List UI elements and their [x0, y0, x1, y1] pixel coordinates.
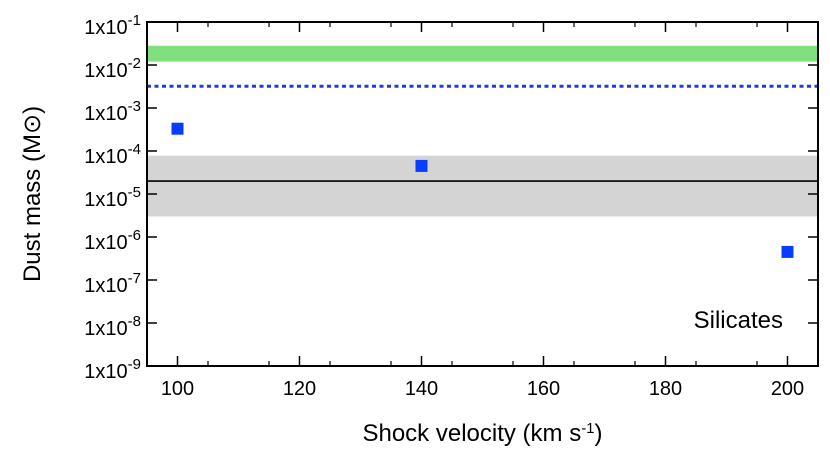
- y-tick-exponent: -3: [128, 98, 141, 115]
- x-tick-label-120: 120: [283, 378, 316, 400]
- y-tick-exponent: -8: [128, 313, 141, 330]
- y-tick-exponent: -1: [128, 12, 141, 29]
- y-axis-title: Dust mass (M⊙): [19, 106, 46, 282]
- y-tick-base: 1x10: [84, 189, 127, 211]
- y-tick-exponent: -2: [128, 55, 141, 72]
- y-tick-base: 1x10: [84, 60, 127, 82]
- y-tick-label: 1x10-1: [84, 12, 141, 39]
- gray-band: [147, 155, 818, 217]
- y-tick-label: 1x10-6: [84, 227, 141, 254]
- y-tick-base: 1x10: [84, 318, 127, 340]
- y-tick-label: 1x10-2: [84, 55, 141, 82]
- x-tick-label-160: 160: [527, 378, 560, 400]
- silicates-annotation: Silicates: [694, 307, 783, 334]
- x-tick-label-200: 200: [771, 378, 804, 400]
- y-tick-exponent: -7: [128, 270, 141, 287]
- y-tick-label: 1x10-8: [84, 313, 141, 340]
- green-band: [147, 45, 818, 62]
- data-point-2: [415, 159, 428, 172]
- y-tick-exponent: -6: [128, 227, 141, 244]
- y-tick-base: 1x10: [84, 275, 127, 297]
- x-axis-title-main: Shock velocity (km s: [362, 420, 581, 447]
- y-tick-exponent: -5: [128, 184, 141, 201]
- x-axis-title-end: ): [595, 420, 603, 447]
- plot-frame: [146, 21, 819, 367]
- hlines-layer: [147, 84, 818, 182]
- x-axis-title-sup: -1: [581, 420, 594, 437]
- y-tick-label: 1x10-4: [84, 141, 141, 168]
- y-tick-base: 1x10: [84, 361, 127, 383]
- x-tick-label-100: 100: [161, 378, 194, 400]
- data-point-1: [171, 122, 184, 135]
- x-tick-label-180: 180: [649, 378, 682, 400]
- bands-layer: [147, 45, 818, 217]
- y-tick-exponent: -4: [128, 141, 141, 158]
- x-tick-labels: 100 120 140 160 180 200: [161, 378, 804, 400]
- y-tick-base: 1x10: [84, 232, 127, 254]
- y-tick-base: 1x10: [84, 146, 127, 168]
- y-tick-exponent: -9: [128, 356, 141, 373]
- y-tick-label: 1x10-9: [84, 356, 141, 383]
- x-axis-title: Shock velocity (km s-1): [362, 420, 602, 448]
- data-point-3: [781, 245, 794, 258]
- y-tick-base: 1x10: [84, 17, 127, 39]
- points-layer: [171, 122, 794, 258]
- y-tick-labels: 1x10-11x10-21x10-31x10-41x10-51x10-61x10…: [84, 12, 141, 383]
- y-tick-label: 1x10-7: [84, 270, 141, 297]
- y-tick-label: 1x10-5: [84, 184, 141, 211]
- y-tick-base: 1x10: [84, 103, 127, 125]
- y-tick-label: 1x10-3: [84, 98, 141, 125]
- x-tick-label-140: 140: [405, 378, 438, 400]
